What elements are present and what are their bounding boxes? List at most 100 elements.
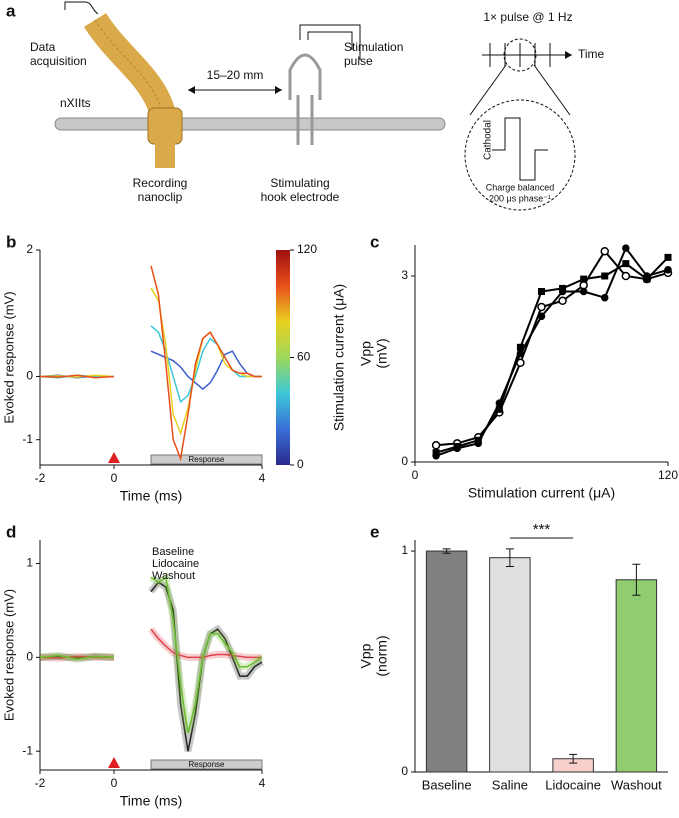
legend-entry: Washout xyxy=(152,570,195,582)
marker xyxy=(431,441,441,450)
line xyxy=(435,246,669,457)
response-window xyxy=(150,759,263,770)
y-tick-label: 1 xyxy=(26,556,33,570)
legend-entry: Baseline xyxy=(152,546,194,558)
x-tick-label: Saline xyxy=(492,777,528,792)
distance-label: 15–20 mm xyxy=(207,68,264,82)
stimulus-marker xyxy=(108,452,120,463)
cable-lines xyxy=(94,19,166,126)
error-bar xyxy=(442,548,451,554)
response-window xyxy=(150,454,263,465)
legend-entry: Lidocaine xyxy=(152,558,199,570)
y-tick-label: 0 xyxy=(26,369,33,383)
label: Recording xyxy=(133,176,188,190)
x-axis-label: Stimulation current (μA) xyxy=(468,485,615,501)
marker xyxy=(601,272,609,280)
colorbar-tick-label: 60 xyxy=(297,350,311,364)
line xyxy=(39,265,262,462)
line xyxy=(39,581,263,752)
line xyxy=(39,287,262,436)
line xyxy=(39,350,262,391)
label: Time xyxy=(578,47,605,61)
waveform xyxy=(492,117,548,181)
y-axis-label: (mV) xyxy=(374,338,390,368)
y-axis-label: Evoked response (mV) xyxy=(1,291,16,423)
colorbar-tick-label: 120 xyxy=(297,242,317,256)
stimulus-marker xyxy=(108,757,120,768)
y-tick-label: -1 xyxy=(22,432,33,446)
label: Stimulating xyxy=(270,176,329,190)
colorbar xyxy=(276,250,290,465)
pulse-ticks xyxy=(489,43,551,67)
wire xyxy=(64,1,99,15)
bar xyxy=(425,550,468,773)
marker xyxy=(432,452,440,460)
colorbar-tick-label: 0 xyxy=(297,457,304,471)
label: acquisition xyxy=(30,54,87,68)
label: nanoclip xyxy=(138,190,183,204)
marker xyxy=(622,260,630,268)
label: hook electrode xyxy=(261,190,340,204)
x-tick-label: -2 xyxy=(35,776,46,790)
colorbar-label: Stimulation current (μA) xyxy=(331,284,347,431)
y-tick-label: 2 xyxy=(26,242,33,256)
zoom-lines xyxy=(469,64,571,116)
y-tick-label: 1 xyxy=(401,543,408,557)
label: Charge balanced xyxy=(486,182,555,192)
error-bar xyxy=(632,563,641,596)
x-tick-label: 0 xyxy=(412,468,419,482)
x-tick-label: 4 xyxy=(259,471,266,485)
marker xyxy=(643,272,651,280)
y-tick-label: 3 xyxy=(401,268,408,282)
label: pulse xyxy=(344,54,373,68)
marker xyxy=(558,296,567,306)
nerve-shape xyxy=(54,117,446,131)
label: Data xyxy=(30,40,56,54)
x-axis-label: Time (ms) xyxy=(120,793,182,809)
y-tick-label: -1 xyxy=(22,743,33,757)
response-label: Response xyxy=(188,760,225,769)
marker xyxy=(664,253,672,261)
panel-label: c xyxy=(370,232,379,251)
marker xyxy=(453,444,461,453)
x-tick-label: 120 xyxy=(658,468,678,482)
nanoclip-stem xyxy=(155,140,175,168)
marker xyxy=(558,287,567,296)
marker xyxy=(622,244,630,252)
marker xyxy=(580,275,588,283)
marker xyxy=(601,293,609,302)
marker xyxy=(474,439,482,448)
y-axis-label: Evoked response (mV) xyxy=(1,589,16,721)
marker xyxy=(516,349,525,358)
label: Cathodal xyxy=(483,120,494,160)
line xyxy=(435,249,669,447)
marker xyxy=(537,312,546,321)
zoom-circle xyxy=(464,99,576,211)
y-tick-label: 0 xyxy=(401,454,408,468)
line xyxy=(435,256,669,454)
label: nXIIts xyxy=(60,96,91,110)
x-tick-label: 4 xyxy=(259,776,266,790)
x-tick-label: 0 xyxy=(111,471,118,485)
x-tick-label: Washout xyxy=(611,777,662,792)
marker xyxy=(621,271,631,281)
error-bar xyxy=(505,548,514,568)
panel-a: a 15–20 mm Data acquisition nXIIts Stimu… xyxy=(6,1,605,211)
marker xyxy=(664,266,672,274)
band xyxy=(39,577,264,752)
electrode xyxy=(288,53,322,145)
panel-label: e xyxy=(370,522,379,541)
y-axis-label: Vpp xyxy=(358,643,374,668)
bar xyxy=(615,579,658,773)
response-label: Response xyxy=(188,455,225,464)
nanoclip xyxy=(147,107,183,145)
arrowhead xyxy=(565,51,572,59)
error-bar xyxy=(569,753,578,764)
line xyxy=(39,576,263,733)
marker xyxy=(538,288,545,295)
marker xyxy=(537,302,546,312)
label: 200 μs phase⁻¹ xyxy=(489,193,551,203)
x-tick-label: -2 xyxy=(35,471,46,485)
x-axis-label: Time (ms) xyxy=(120,488,182,504)
